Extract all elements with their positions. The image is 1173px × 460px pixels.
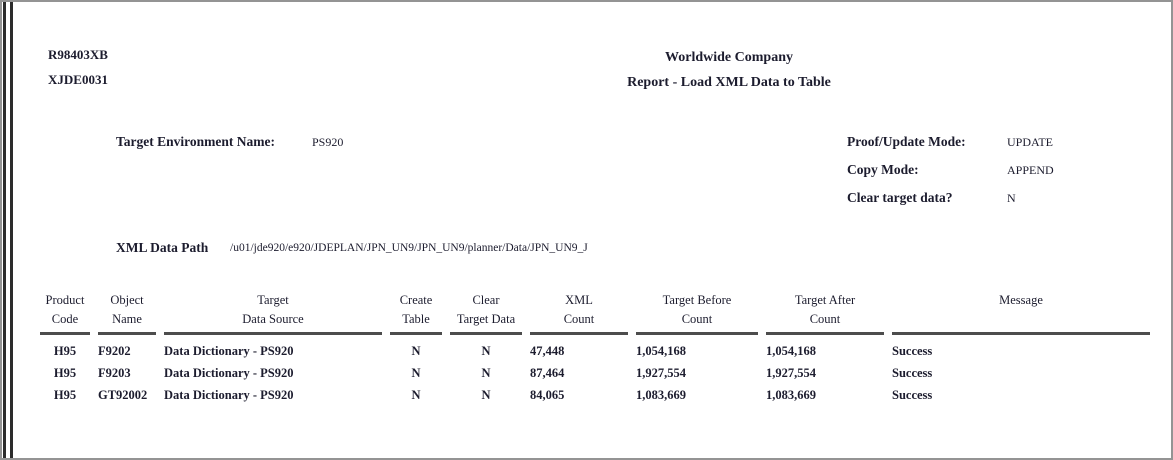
report-title: Report - Load XML Data to Table [627,75,831,90]
xml-data-path-label: XML Data Path [116,240,209,255]
target-environment-label: Target Environment Name: [116,134,275,149]
cell-target-before-count: 1,927,554 [636,366,686,380]
cell-target-data-source: Data Dictionary - PS920 [164,344,294,358]
cell-create-table: N [411,366,421,380]
table-row: H95 F9202 Data Dictionary - PS920 N N 47… [40,335,1150,362]
col-header-object-name: Object Name [98,290,156,335]
cell-target-data-source: Data Dictionary - PS920 [164,366,294,380]
col-header-product-code: Product Code [40,290,90,335]
cell-target-before-count: 1,054,168 [636,344,686,358]
table-row: H95 GT92002 Data Dictionary - PS920 N N … [40,384,1150,406]
copy-mode-label: Copy Mode: [847,162,919,177]
report-version-id: XJDE0031 [48,72,108,87]
cell-target-data-source: Data Dictionary - PS920 [164,388,294,402]
cell-object-name: F9203 [98,366,131,380]
proof-update-mode-value: UPDATE [1007,135,1054,149]
cell-create-table: N [411,388,421,402]
cell-object-name: GT92002 [98,388,148,402]
table-row: H95 F9203 Data Dictionary - PS920 N N 87… [40,362,1150,384]
cell-message: Success [892,388,933,402]
col-header-create-table: Create Table [390,290,442,335]
report-header: Worldwide Company Report - Load XML Data… [559,50,899,100]
cell-xml-count: 47,448 [530,344,565,358]
cell-message: Success [892,366,933,380]
proof-update-mode-label: Proof/Update Mode: [847,134,966,149]
results-table: Product Code Object Name Target Data Sou… [32,290,1158,406]
company-name: Worldwide Company [665,50,793,65]
copy-mode-value: APPEND [1007,163,1054,177]
cell-create-table: N [411,344,421,358]
col-header-clear-target-data: Clear Target Data [450,290,522,335]
cell-clear-target-data: N [481,388,491,402]
cell-xml-count: 84,065 [530,388,565,402]
cell-product-code: H95 [53,388,77,402]
cell-target-after-count: 1,927,554 [766,366,816,380]
cell-product-code: H95 [53,366,77,380]
cell-xml-count: 87,464 [530,366,565,380]
clear-target-data-value: N [1007,191,1016,205]
cell-object-name: F9202 [98,344,131,358]
col-header-target-before-count: Target Before Count [636,290,758,335]
col-header-target-after-count: Target After Count [766,290,884,335]
clear-target-data-label: Clear target data? [847,190,953,205]
cell-target-after-count: 1,083,669 [766,388,816,402]
col-header-xml-count: XML Count [530,290,628,335]
cell-target-after-count: 1,054,168 [766,344,816,358]
cell-clear-target-data: N [481,344,491,358]
report-id: R98403XB [48,47,108,62]
xml-data-path-value: /u01/jde920/e920/JDEPLAN/JPN_UN9/JPN_UN9… [230,242,588,254]
cell-target-before-count: 1,083,669 [636,388,686,402]
table-header-row: Product Code Object Name Target Data Sou… [40,290,1150,335]
cell-message: Success [892,344,933,358]
col-header-target-data-source: Target Data Source [164,290,382,335]
target-environment-value: PS920 [312,135,344,149]
page-left-edge-rule [3,2,13,458]
col-header-message: Message [892,290,1150,335]
cell-product-code: H95 [53,344,77,358]
cell-clear-target-data: N [481,366,491,380]
report-id-block: R98403XB XJDE0031 [48,46,108,96]
